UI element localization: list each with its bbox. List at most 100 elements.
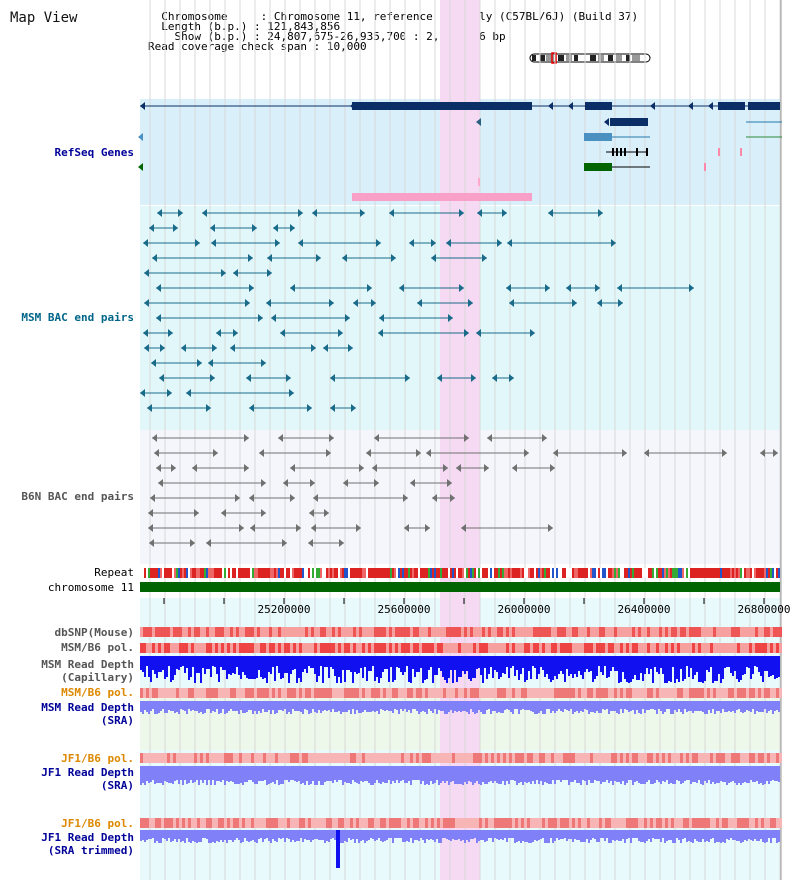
- read-depth-bar: [778, 830, 780, 842]
- bac-end-marker: [144, 299, 149, 307]
- repeat-mark: [270, 568, 272, 578]
- polymorphism-strip: [542, 643, 545, 653]
- read-depth-bar: [706, 701, 708, 714]
- read-depth-bar: [340, 766, 342, 780]
- track-label-jf1-depth[interactable]: JF1 Read Depth: [41, 766, 134, 779]
- polymorphism-strip: [635, 753, 638, 763]
- read-depth-bar: [570, 656, 572, 674]
- track-label-b6n-bac[interactable]: B6N BAC end pairs: [21, 490, 134, 503]
- polymorphism-strip: [410, 688, 413, 698]
- read-depth-bar: [750, 701, 752, 712]
- bac-end-marker: [157, 209, 162, 217]
- read-depth-bar: [662, 766, 664, 781]
- track-label-chromosome[interactable]: chromosome 11: [47, 581, 134, 594]
- polymorphism-strip: [578, 753, 581, 763]
- read-depth-bar: [448, 830, 450, 840]
- read-depth-bar: [544, 656, 546, 677]
- read-depth-bar: [660, 656, 662, 668]
- repeat-mark: [534, 568, 536, 578]
- read-depth-bar: [704, 830, 706, 842]
- track-label-msm-pol[interactable]: MSM/B6 pol.: [61, 641, 134, 654]
- polymorphism-strip: [518, 818, 521, 828]
- read-depth-bar: [724, 701, 726, 712]
- track-label-repeat[interactable]: Repeat: [94, 566, 134, 579]
- track-label-dbsnp[interactable]: dbSNP(Mouse): [54, 626, 134, 639]
- repeat-mark: [282, 568, 284, 578]
- bac-end-marker: [351, 404, 356, 412]
- polymorphism-strip: [410, 753, 413, 763]
- read-depth-bar: [692, 830, 694, 843]
- repeat-mark: [210, 568, 212, 578]
- track-label-refseq[interactable]: RefSeq Genes: [54, 146, 134, 159]
- read-depth-bar: [748, 656, 750, 668]
- read-depth-bar: [160, 830, 162, 843]
- polymorphism-strip: [698, 688, 701, 698]
- read-depth-bar: [448, 656, 450, 678]
- polymorphism-strip: [653, 643, 656, 653]
- polymorphism-strip: [212, 627, 215, 637]
- read-depth-bar: [162, 766, 164, 785]
- polymorphism-strip: [227, 627, 230, 637]
- read-depth-bar: [704, 766, 706, 781]
- chromosome-ideogram[interactable]: [528, 52, 652, 64]
- track-label-msm-bac[interactable]: MSM BAC end pairs: [21, 311, 134, 324]
- read-depth-bar: [626, 830, 628, 839]
- track-label-msm-pol-sra[interactable]: MSM/B6 pol.: [61, 686, 134, 699]
- read-depth-bar: [722, 701, 724, 709]
- repeat-mark: [544, 568, 546, 578]
- polymorphism-strip: [356, 627, 359, 637]
- polymorphism-strip: [197, 627, 200, 637]
- read-depth-bar: [434, 701, 436, 709]
- polymorphism-strip: [377, 643, 380, 653]
- polymorphism-strip: [392, 627, 395, 637]
- read-depth-bar: [150, 830, 152, 839]
- polymorphism-strip: [497, 627, 500, 637]
- polymorphism-strip: [686, 688, 689, 698]
- read-depth-bar: [148, 766, 150, 783]
- read-depth-bar: [282, 830, 284, 838]
- read-depth-bar: [708, 830, 710, 842]
- read-depth-bar: [508, 701, 510, 710]
- polymorphism-strip: [737, 627, 740, 637]
- repeat-mark: [358, 568, 360, 578]
- repeat-mark: [300, 568, 302, 578]
- polymorphism-strip: [740, 627, 743, 637]
- read-depth-bar: [778, 656, 780, 677]
- read-depth-bar: [234, 701, 236, 711]
- read-depth-bar: [334, 830, 336, 840]
- polymorphism-strip: [650, 643, 653, 653]
- polymorphism-strip: [455, 818, 458, 828]
- read-depth-bar: [482, 656, 484, 683]
- polymorphism-strip: [431, 818, 434, 828]
- polymorphism-strip: [695, 818, 698, 828]
- read-depth-bar: [770, 766, 772, 781]
- polymorphism-strip: [740, 753, 743, 763]
- track-label-jf1-pol-2[interactable]: JF1/B6 pol.: [61, 817, 134, 830]
- read-depth-bar: [694, 656, 696, 675]
- polymorphism-strip: [548, 818, 551, 828]
- repeat-mark: [662, 568, 664, 578]
- read-depth-bar: [526, 701, 528, 710]
- polymorphism-strip: [632, 818, 635, 828]
- polymorphism-strip: [728, 818, 731, 828]
- polymorphism-strip: [401, 643, 404, 653]
- show-label: Show (b.p.): [174, 30, 248, 43]
- read-depth-bar: [680, 701, 682, 712]
- read-depth-bar: [542, 830, 544, 838]
- polymorphism-strip: [287, 688, 290, 698]
- bac-end-marker: [342, 254, 347, 262]
- polymorphism-strip: [437, 818, 440, 828]
- read-depth-bar: [158, 656, 160, 672]
- polymorphism-strip: [275, 627, 278, 637]
- track-label-msm-depth-sra[interactable]: MSM Read Depth: [41, 701, 134, 714]
- track-label-msm-depth-capillary[interactable]: MSM Read Depth: [41, 658, 134, 671]
- read-depth-bar: [416, 701, 418, 711]
- read-depth-bar: [624, 830, 626, 843]
- track-label-jf1-pol[interactable]: JF1/B6 pol.: [61, 752, 134, 765]
- track-label-jf1-depth-trimmed[interactable]: JF1 Read Depth: [41, 831, 134, 844]
- bac-end-marker: [484, 464, 489, 472]
- read-depth-bar: [526, 766, 528, 783]
- repeat-mark: [292, 568, 294, 578]
- bac-end-marker: [233, 269, 238, 277]
